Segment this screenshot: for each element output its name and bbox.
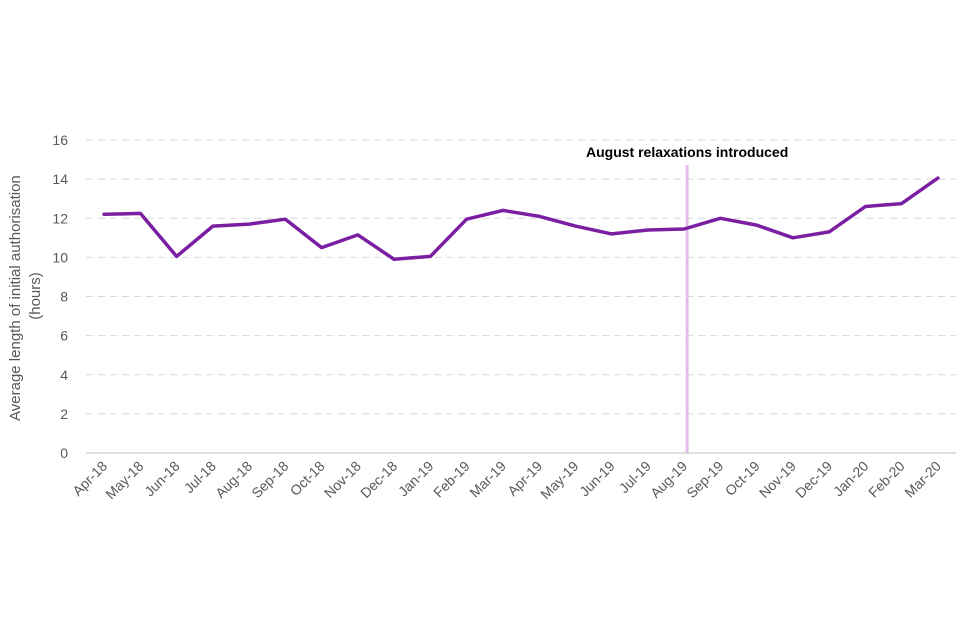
data-point: [537, 214, 541, 218]
x-tick-label: Jan-19: [395, 458, 437, 500]
x-axis-ticks: Apr-18May-18Jun-18Jul-18Aug-18Sep-18Oct-…: [69, 458, 944, 502]
y-tick-label: 4: [60, 367, 68, 383]
y-tick-label: 0: [60, 445, 68, 461]
x-tick-label: Jan-20: [830, 458, 872, 500]
x-tick-label: Feb-20: [865, 458, 908, 501]
data-point: [356, 233, 360, 237]
y-tick-label: 14: [52, 171, 68, 187]
x-tick-label: May-18: [102, 458, 146, 502]
x-tick-label: Dec-18: [357, 458, 400, 501]
data-point: [718, 216, 722, 220]
data-point: [428, 254, 432, 258]
gridlines: [86, 139, 956, 454]
data-point: [102, 212, 106, 216]
data-point: [138, 211, 142, 215]
annotation-label: August relaxations introduced: [586, 144, 788, 160]
data-point: [646, 228, 650, 232]
x-tick-label: Feb-19: [430, 458, 473, 501]
x-tick-label: May-19: [537, 458, 581, 502]
data-point: [392, 257, 396, 261]
x-tick-label: Dec-19: [792, 458, 835, 501]
data-point: [755, 223, 759, 227]
data-point: [791, 236, 795, 240]
data-point: [827, 230, 831, 234]
data-point: [573, 224, 577, 228]
x-tick-label: Aug-18: [212, 458, 255, 501]
y-tick-label: 8: [60, 289, 68, 305]
data-point: [682, 227, 686, 231]
data-point: [211, 224, 215, 228]
series-layer: [102, 176, 940, 262]
y-tick-label: 2: [60, 406, 68, 422]
y-tick-label: 12: [52, 210, 68, 226]
y-axis-title-line-2: (hours): [27, 272, 44, 320]
data-point: [936, 176, 940, 180]
data-point: [465, 217, 469, 221]
x-tick-label: Mar-19: [466, 458, 509, 501]
y-axis-title: Average length of initial authorisation …: [7, 171, 44, 421]
data-point: [320, 246, 324, 250]
data-point: [175, 254, 179, 258]
data-point: [863, 205, 867, 209]
data-point: [900, 202, 904, 206]
x-tick-label: Oct-19: [722, 458, 763, 499]
x-tick-label: Sep-19: [683, 458, 726, 501]
y-tick-label: 10: [52, 249, 68, 265]
data-point: [501, 208, 505, 212]
x-tick-label: Mar-20: [901, 458, 944, 501]
data-point: [610, 232, 614, 236]
x-tick-label: Aug-19: [647, 458, 690, 501]
y-axis-title-line-1: Average length of initial authorisation: [7, 175, 24, 421]
y-tick-label: 16: [52, 132, 68, 148]
x-tick-label: Jun-18: [141, 458, 183, 500]
x-tick-label: Nov-19: [756, 458, 799, 501]
data-point: [283, 217, 287, 221]
x-tick-label: Jun-19: [576, 458, 618, 500]
series-line: [102, 176, 940, 262]
y-tick-label: 6: [60, 328, 68, 344]
x-tick-label: Oct-18: [287, 458, 328, 499]
x-tick-label: Nov-18: [321, 458, 364, 501]
x-tick-label: Sep-18: [248, 458, 291, 501]
data-point: [247, 222, 251, 226]
y-axis-ticks: 0 2 4 6 8 10 12 14 16: [52, 132, 68, 461]
